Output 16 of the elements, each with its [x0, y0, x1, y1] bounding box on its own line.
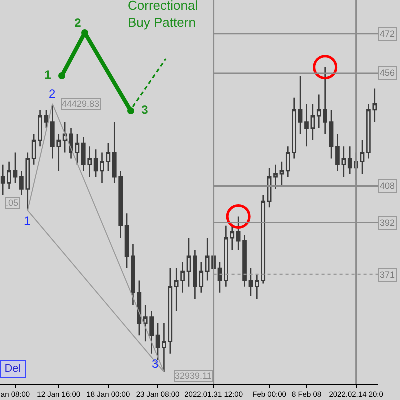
annotation: 2 [49, 87, 56, 101]
annotation: 32939.11 [175, 371, 212, 381]
annotation: 3 [152, 357, 159, 371]
chart-title: Correctional Buy Pattern [128, 0, 198, 30]
text: 408 [380, 181, 396, 191]
annotation: 3 [142, 103, 149, 118]
text: 472 [380, 29, 396, 39]
annotation: 44429.83 [62, 99, 100, 109]
text: 2 [74, 16, 82, 30]
text: 456 [380, 68, 396, 78]
annotation: 1 [24, 214, 31, 228]
delete-button: Del [0, 360, 26, 378]
text: 371 [380, 270, 396, 280]
annotation: 1 [44, 68, 52, 82]
text: 392 [380, 218, 396, 228]
annotation: .05 [6, 198, 19, 208]
